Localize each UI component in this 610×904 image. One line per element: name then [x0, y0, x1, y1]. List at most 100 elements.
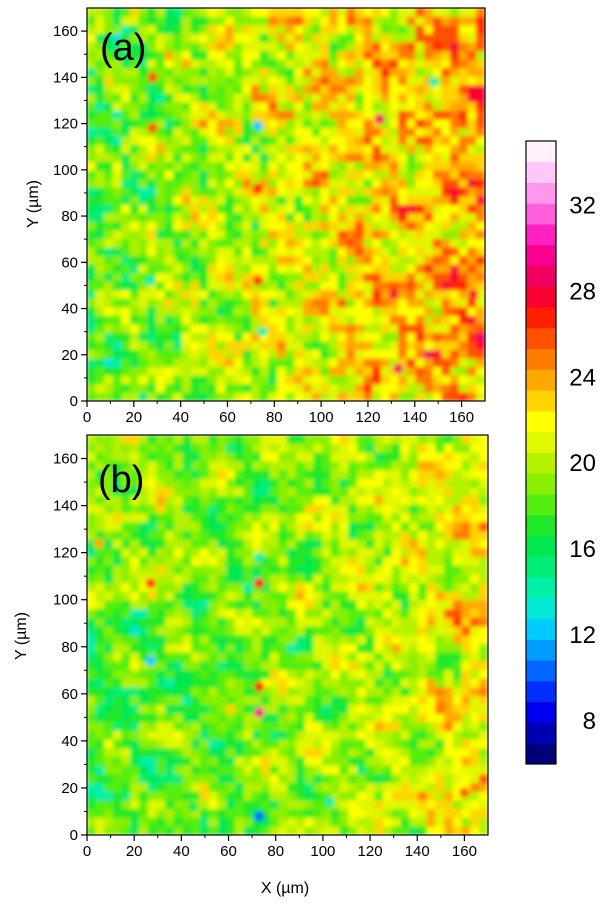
heatmap-cell	[104, 712, 114, 723]
heatmap-cell	[476, 298, 485, 308]
heatmap-cell	[268, 392, 278, 401]
heatmap-cell	[303, 118, 313, 128]
heatmap-cell	[441, 170, 451, 180]
heatmap-cell	[478, 773, 488, 784]
heatmap-cell	[391, 730, 402, 740]
heatmap-cell	[261, 443, 271, 453]
heatmap-cell	[164, 195, 174, 205]
heatmap-cell	[261, 617, 271, 627]
heatmap-cell	[380, 101, 391, 111]
heatmap-cell	[147, 16, 157, 26]
heatmap-cell	[95, 281, 105, 291]
heatmap-cell	[426, 495, 436, 505]
heatmap-cell	[112, 443, 123, 453]
heatmap-cell	[303, 272, 313, 282]
heatmap-cell	[207, 93, 218, 103]
panel-label-b: (b)	[98, 459, 144, 501]
heatmap-cell	[356, 504, 367, 514]
heatmap-cell	[328, 76, 339, 86]
heatmap-cell	[441, 392, 451, 401]
heatmap-cell	[354, 144, 365, 154]
heatmap-cell	[415, 375, 425, 385]
heatmap-cell	[200, 626, 210, 636]
heatmap-hotspot	[175, 252, 186, 263]
heatmap-cell	[285, 41, 295, 52]
heatmap-cell	[478, 547, 488, 558]
heatmap-cell	[207, 58, 218, 69]
heatmap-cell	[372, 272, 382, 282]
heatmap-cell	[208, 652, 219, 662]
heatmap-cell	[217, 478, 227, 488]
heatmap-cell	[391, 435, 402, 444]
heatmap-cell	[181, 67, 192, 77]
heatmap-cell	[380, 392, 391, 401]
heatmap-cell	[346, 204, 356, 214]
heatmap-cell	[173, 246, 183, 257]
heatmap-cell	[226, 747, 236, 758]
heatmap-cell	[129, 375, 140, 385]
x-tick-label: 160	[452, 843, 477, 860]
heatmap-cell	[216, 340, 226, 351]
heatmap-cell	[374, 599, 384, 610]
heatmap-cell	[372, 383, 382, 393]
heatmap-cell	[104, 229, 114, 239]
heatmap-cell	[467, 58, 477, 69]
heatmap-cell	[346, 58, 356, 69]
heatmap-cell	[287, 704, 297, 714]
heatmap-cell	[259, 357, 269, 368]
heatmap-cell	[339, 817, 349, 827]
heatmap-cell	[130, 826, 140, 835]
heatmap-cell	[252, 443, 262, 453]
heatmap-cell	[294, 33, 304, 43]
heatmap-cell	[200, 582, 210, 592]
heatmap-cell	[313, 521, 323, 531]
heatmap-cell	[406, 24, 417, 34]
heatmap-cell	[165, 521, 175, 531]
heatmap-cell	[311, 101, 321, 111]
heatmap-cell	[322, 721, 332, 731]
heatmap-cell	[156, 504, 166, 514]
heatmap-cell	[104, 289, 114, 299]
heatmap-cell	[383, 478, 393, 488]
heatmap-cell	[444, 478, 454, 488]
heatmap-cell	[87, 721, 97, 731]
heatmap-cell	[304, 443, 314, 453]
heatmap-cell	[391, 617, 402, 627]
heatmap-cell	[311, 281, 321, 291]
heatmap-cell	[328, 332, 339, 342]
heatmap-cell	[112, 452, 123, 462]
heatmap-cell	[389, 67, 399, 77]
heatmap-cell	[330, 460, 341, 471]
heatmap-cell	[104, 366, 114, 376]
heatmap-cell	[87, 521, 97, 531]
heatmap-cell	[398, 58, 408, 69]
heatmap-cell	[242, 238, 252, 248]
heatmap-cell	[398, 118, 408, 128]
heatmap-cell	[452, 469, 463, 479]
heatmap-cell	[95, 634, 105, 644]
heatmap-cell	[450, 110, 460, 120]
heatmap-cell	[303, 76, 313, 86]
heatmap-cell	[164, 357, 174, 368]
heatmap-cell	[311, 195, 321, 205]
heatmap-cell	[303, 24, 313, 34]
heatmap-cell	[478, 660, 488, 671]
heatmap-cell	[191, 504, 201, 514]
heatmap-cell	[337, 67, 347, 77]
heatmap-cell	[478, 599, 488, 610]
heatmap-cell	[121, 808, 131, 818]
heatmap-cell	[207, 187, 218, 197]
colorbar-band	[526, 224, 556, 246]
heatmap-cell	[112, 272, 122, 282]
heatmap-cell	[470, 495, 480, 505]
heatmap-cell	[478, 469, 488, 479]
heatmap-cell	[261, 782, 271, 792]
heatmap-cell	[261, 712, 271, 723]
heatmap-cell	[346, 272, 356, 282]
heatmap-hotspot	[147, 72, 158, 83]
heatmap-cell	[130, 435, 140, 444]
heatmap-cell	[121, 626, 131, 636]
heatmap-cell	[225, 264, 235, 274]
heatmap-cell	[217, 495, 227, 505]
heatmap-cell	[406, 366, 417, 376]
